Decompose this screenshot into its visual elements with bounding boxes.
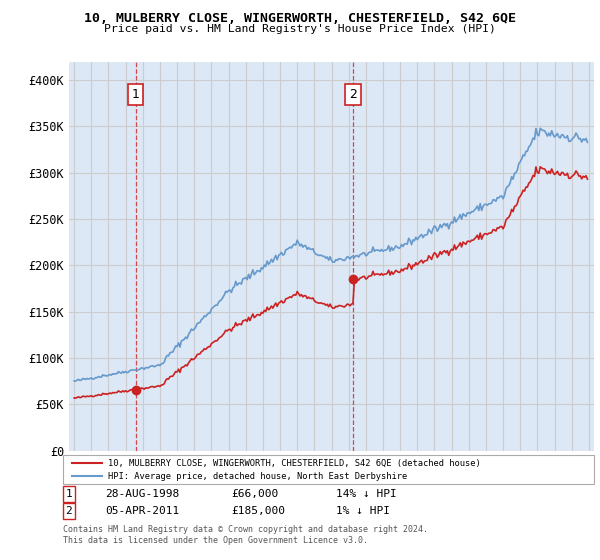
Text: 2: 2 (65, 506, 73, 516)
Text: 1% ↓ HPI: 1% ↓ HPI (336, 506, 390, 516)
Text: £66,000: £66,000 (231, 489, 278, 499)
Text: 1: 1 (65, 489, 73, 499)
Text: 2: 2 (349, 88, 357, 101)
Text: 14% ↓ HPI: 14% ↓ HPI (336, 489, 397, 499)
Text: Price paid vs. HM Land Registry's House Price Index (HPI): Price paid vs. HM Land Registry's House … (104, 24, 496, 34)
Text: 05-APR-2011: 05-APR-2011 (105, 506, 179, 516)
Text: HPI: Average price, detached house, North East Derbyshire: HPI: Average price, detached house, Nort… (108, 472, 407, 480)
Text: 10, MULBERRY CLOSE, WINGERWORTH, CHESTERFIELD, S42 6QE: 10, MULBERRY CLOSE, WINGERWORTH, CHESTER… (84, 12, 516, 25)
Text: 1: 1 (131, 88, 140, 101)
Text: 28-AUG-1998: 28-AUG-1998 (105, 489, 179, 499)
Text: 10, MULBERRY CLOSE, WINGERWORTH, CHESTERFIELD, S42 6QE (detached house): 10, MULBERRY CLOSE, WINGERWORTH, CHESTER… (108, 459, 481, 468)
Text: £185,000: £185,000 (231, 506, 285, 516)
Text: Contains HM Land Registry data © Crown copyright and database right 2024.
This d: Contains HM Land Registry data © Crown c… (63, 525, 428, 545)
